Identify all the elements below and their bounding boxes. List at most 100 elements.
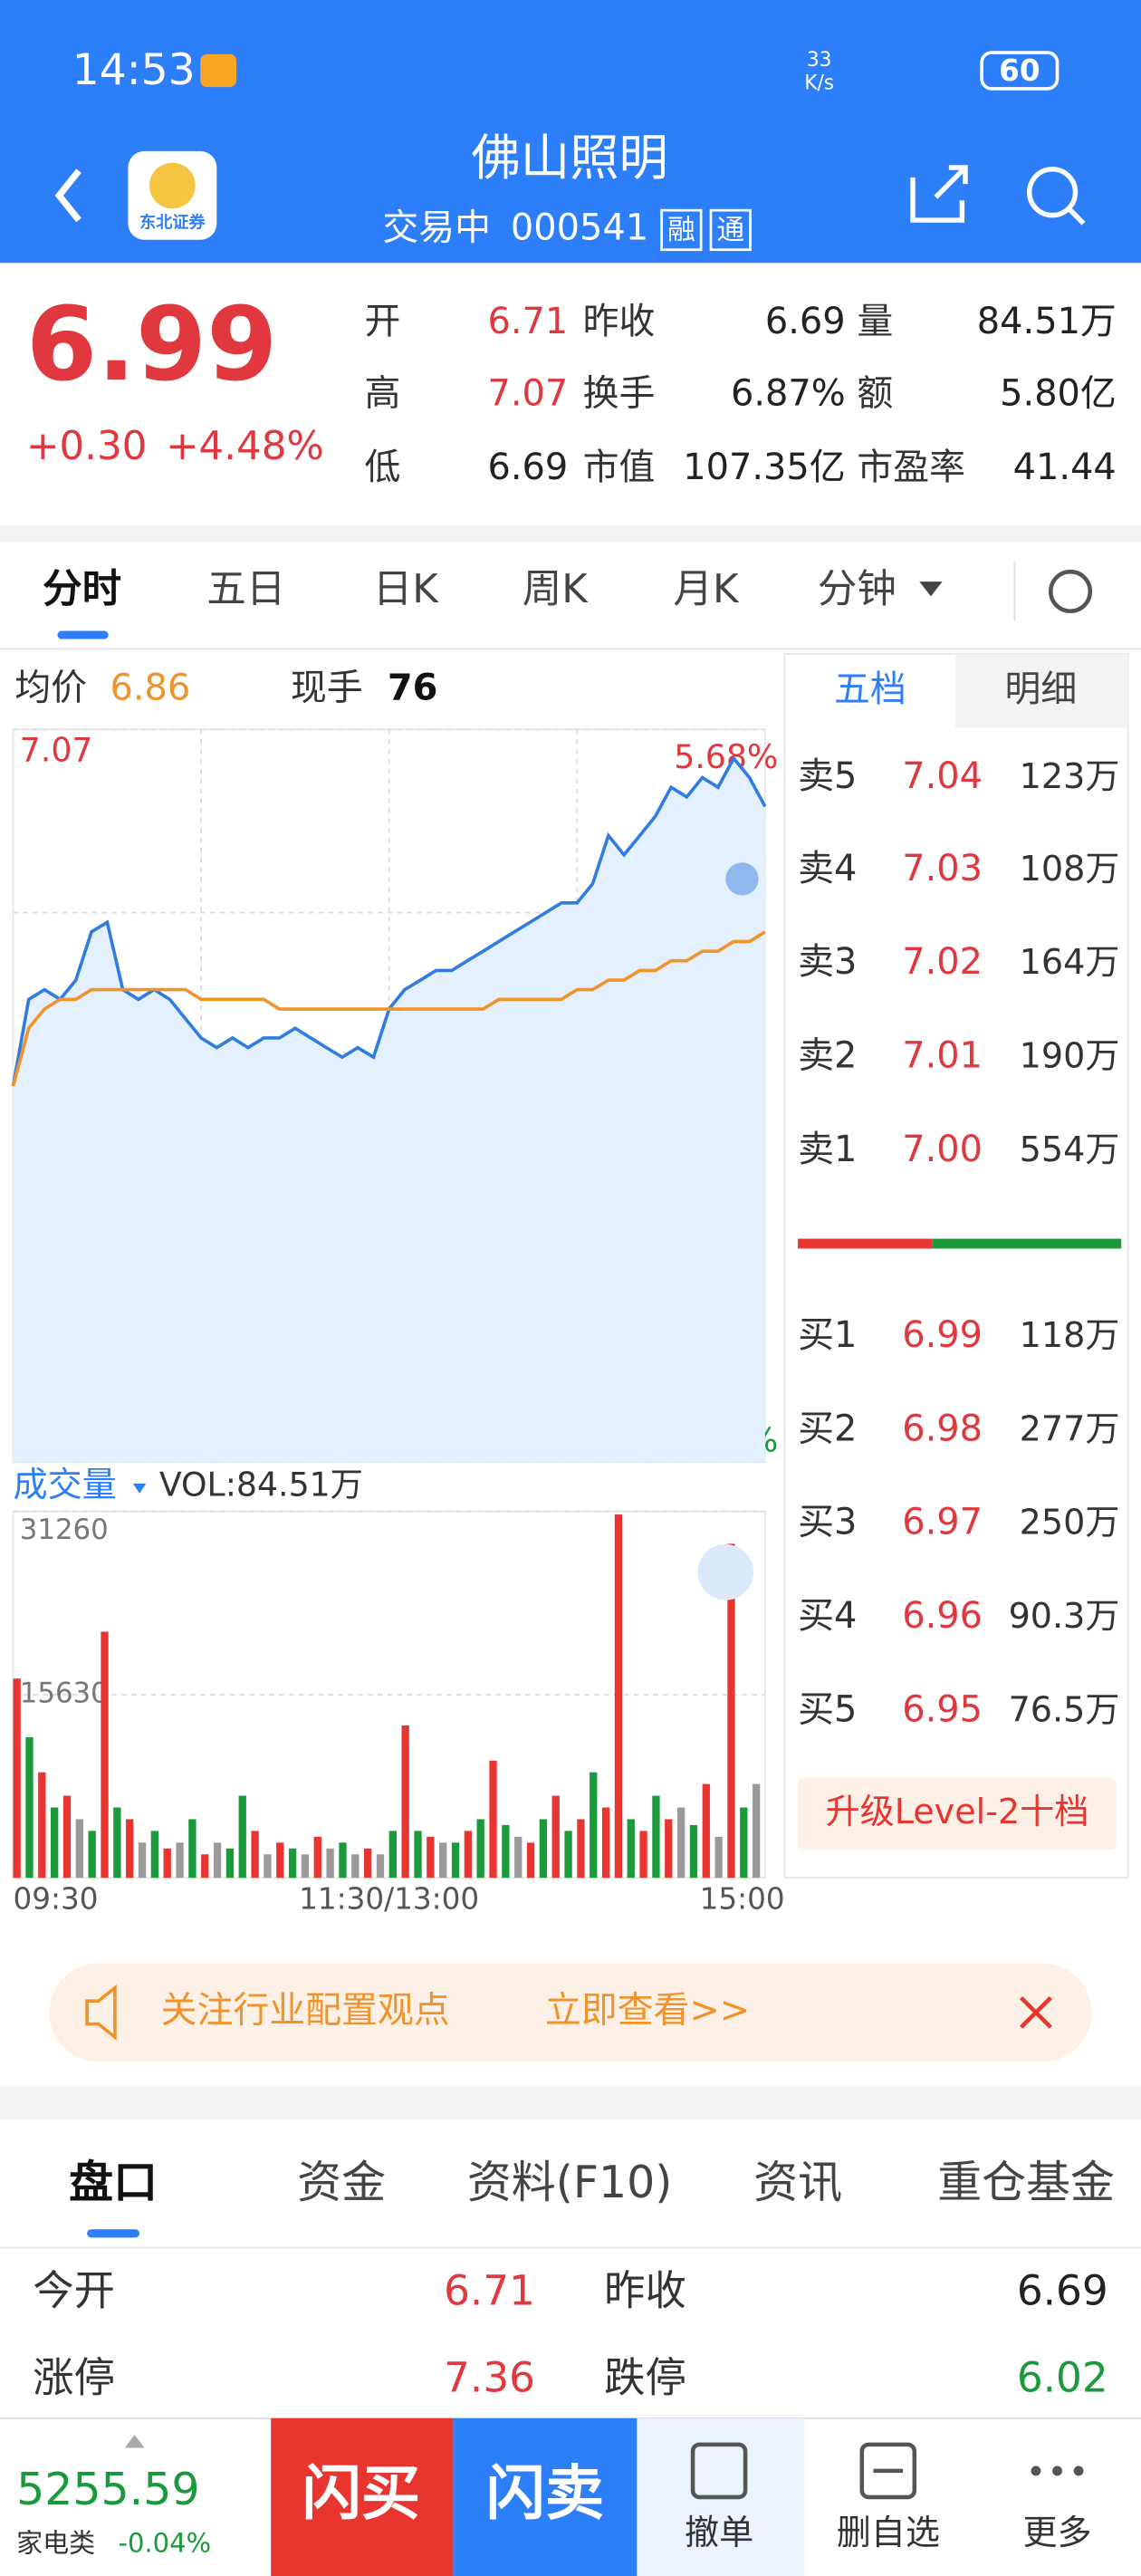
net-speed: 33 bbox=[807, 49, 832, 72]
more-icon bbox=[1031, 2465, 1041, 2476]
banner[interactable] bbox=[49, 1963, 1092, 2062]
last-vol-value: 76 bbox=[388, 667, 437, 708]
flash-buy: 闪买 bbox=[302, 2459, 421, 2528]
volume-bar bbox=[138, 1842, 147, 1879]
trade-state: 交易中 bbox=[382, 207, 491, 248]
badge bbox=[660, 208, 703, 252]
info-tab[interactable]: 盘口 bbox=[69, 2157, 158, 2208]
volume-bar bbox=[38, 1772, 46, 1879]
stat-label: 市值 bbox=[583, 447, 656, 488]
book-tab[interactable]: 明细 bbox=[1005, 668, 1078, 710]
volume-bar bbox=[388, 1831, 397, 1879]
volume-bar bbox=[339, 1842, 347, 1879]
stat-label: 量 bbox=[857, 301, 893, 342]
settings-button[interactable] bbox=[1049, 569, 1093, 613]
volume-bar bbox=[113, 1807, 121, 1879]
more-icon bbox=[1073, 2465, 1084, 2476]
pankou-value: 6.02 bbox=[1017, 2354, 1108, 2402]
stat-label: 昨收 bbox=[583, 301, 656, 342]
book-volume: 90.3万 bbox=[1009, 1596, 1120, 1636]
volume-bar bbox=[752, 1783, 761, 1879]
book-volume: 250万 bbox=[1020, 1503, 1120, 1543]
pankou-value: 6.69 bbox=[1017, 2267, 1108, 2315]
stat-value: 6.69 bbox=[765, 301, 846, 342]
cancel-icon bbox=[690, 2442, 748, 2500]
book-volume: 190万 bbox=[1020, 1036, 1120, 1076]
volume-bar bbox=[676, 1807, 686, 1879]
pankou-label: 跌停 bbox=[604, 2354, 686, 2402]
dropdown-arrow bbox=[919, 582, 943, 597]
volume-bar bbox=[251, 1831, 259, 1879]
avg-label: 均价 bbox=[14, 667, 87, 708]
stat-label: 高 bbox=[364, 373, 400, 415]
volume-bar bbox=[451, 1842, 460, 1879]
info-tab[interactable]: 资金 bbox=[297, 2157, 386, 2208]
avg-line bbox=[11, 930, 766, 1087]
search-button[interactable] bbox=[1067, 207, 1086, 226]
volume-bar bbox=[414, 1831, 422, 1879]
price-area bbox=[13, 758, 765, 1463]
action-label: 撤单 bbox=[685, 2513, 753, 2552]
volume-bar bbox=[25, 1736, 34, 1879]
info-tab[interactable]: 资料(F10) bbox=[467, 2157, 673, 2208]
book-level: 买5 bbox=[798, 1688, 857, 1730]
book-level: 买3 bbox=[798, 1502, 857, 1543]
volume-bar bbox=[590, 1772, 598, 1879]
book-volume: 123万 bbox=[1020, 756, 1120, 796]
tab-indicator bbox=[57, 630, 109, 639]
chart-tab[interactable]: 分时 bbox=[43, 567, 121, 612]
upgrade-button[interactable] bbox=[798, 1777, 1117, 1850]
chart-tab[interactable]: 月K bbox=[674, 567, 740, 612]
volume-bar bbox=[652, 1795, 660, 1879]
book-price: 6.95 bbox=[902, 1688, 983, 1730]
flash-buy-button[interactable] bbox=[271, 2417, 454, 2576]
x-tick-label: 11:30/13:00 bbox=[299, 1882, 479, 1917]
back-button[interactable] bbox=[54, 168, 82, 223]
book-price: 6.96 bbox=[902, 1595, 983, 1637]
y-tick-label: 7.07 bbox=[20, 731, 93, 770]
volume-bar bbox=[401, 1725, 409, 1879]
volume-bar bbox=[601, 1807, 610, 1879]
volume-bar bbox=[564, 1831, 572, 1879]
volume-bar bbox=[188, 1819, 197, 1879]
volume-bar bbox=[150, 1831, 159, 1879]
book-price: 6.97 bbox=[902, 1502, 983, 1543]
volume-bar bbox=[514, 1836, 523, 1879]
notif-icon bbox=[200, 53, 237, 88]
delete-icon bbox=[859, 2442, 917, 2500]
chart-tab[interactable]: 日K bbox=[373, 567, 439, 612]
stat-label: 市盈率 bbox=[857, 447, 965, 488]
close-button[interactable] bbox=[1020, 1995, 1052, 2029]
badge: 融 bbox=[667, 214, 695, 246]
volume-bar bbox=[51, 1807, 59, 1879]
volume-bar bbox=[101, 1631, 109, 1879]
chart-tab[interactable]: 周K bbox=[523, 567, 589, 612]
book-level: 买2 bbox=[798, 1408, 857, 1449]
info-tab[interactable]: 资讯 bbox=[753, 2157, 842, 2208]
volume-bar bbox=[577, 1819, 585, 1879]
chart-tab[interactable]: 分钟 bbox=[818, 567, 896, 612]
chart-tab[interactable]: 五日 bbox=[206, 567, 285, 612]
stat-value: 6.71 bbox=[488, 301, 569, 342]
tab-bg bbox=[955, 653, 1128, 728]
clock: 14:53 bbox=[72, 45, 196, 95]
volume-bar bbox=[276, 1842, 284, 1879]
flash-sell-button[interactable] bbox=[453, 2417, 638, 2576]
info-tab[interactable]: 重仓基金 bbox=[937, 2157, 1115, 2208]
zoom-button[interactable] bbox=[697, 1543, 754, 1600]
last-price: 6.99 bbox=[26, 285, 277, 404]
book-price: 7.02 bbox=[902, 941, 983, 983]
volume-bar bbox=[476, 1819, 484, 1879]
share-button[interactable] bbox=[910, 165, 968, 223]
expand-arrow[interactable] bbox=[124, 2435, 145, 2448]
book-level: 买1 bbox=[798, 1314, 857, 1356]
avg-value: 6.86 bbox=[110, 667, 190, 708]
tab-indicator bbox=[87, 2229, 140, 2238]
book-tab[interactable]: 五档 bbox=[834, 668, 906, 710]
banner-link[interactable]: 立即查看>> bbox=[545, 1989, 750, 2031]
stock-name: 佛山照明 bbox=[471, 130, 668, 187]
search-button[interactable] bbox=[1027, 167, 1079, 218]
volume-bar bbox=[740, 1807, 748, 1879]
volume-bar bbox=[526, 1842, 535, 1879]
volume-bar bbox=[427, 1836, 435, 1879]
